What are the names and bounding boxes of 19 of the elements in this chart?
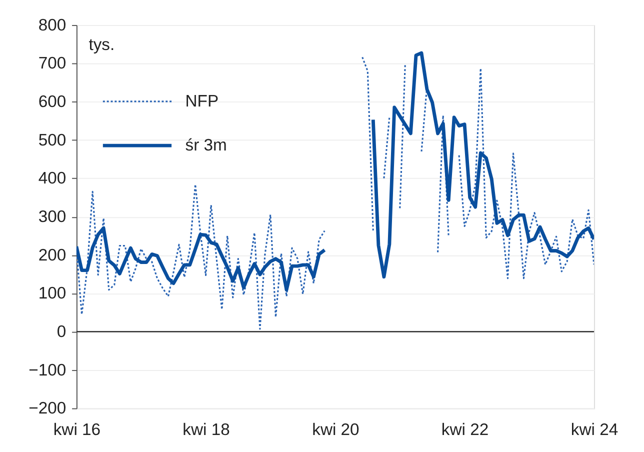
x-tick-label: kwi 20: [312, 420, 360, 440]
y-tick-label: 300: [38, 207, 66, 226]
x-tick-label: kwi 18: [182, 420, 230, 440]
x-tick-label: kwi 22: [441, 420, 489, 440]
y-tick-label: 700: [38, 54, 66, 73]
y-tick-label: 100: [38, 284, 66, 303]
y-tick-label: 500: [38, 130, 66, 150]
y-tick-label: −100: [28, 360, 66, 380]
x-tick-label: kwi 24: [570, 420, 618, 440]
y-tick-label: 0: [56, 322, 66, 341]
y-tick-label: 800: [38, 15, 66, 34]
x-tick-label: kwi 16: [53, 420, 101, 440]
legend-label: śr 3m: [185, 135, 227, 154]
y-tick-label: 200: [38, 245, 66, 264]
y-tick-label: −200: [28, 398, 66, 418]
legend-label: NFP: [185, 91, 219, 110]
y-tick-label: 600: [38, 92, 66, 112]
y-tick-label: 400: [38, 168, 66, 188]
y-axis-title: tys.: [88, 34, 115, 54]
